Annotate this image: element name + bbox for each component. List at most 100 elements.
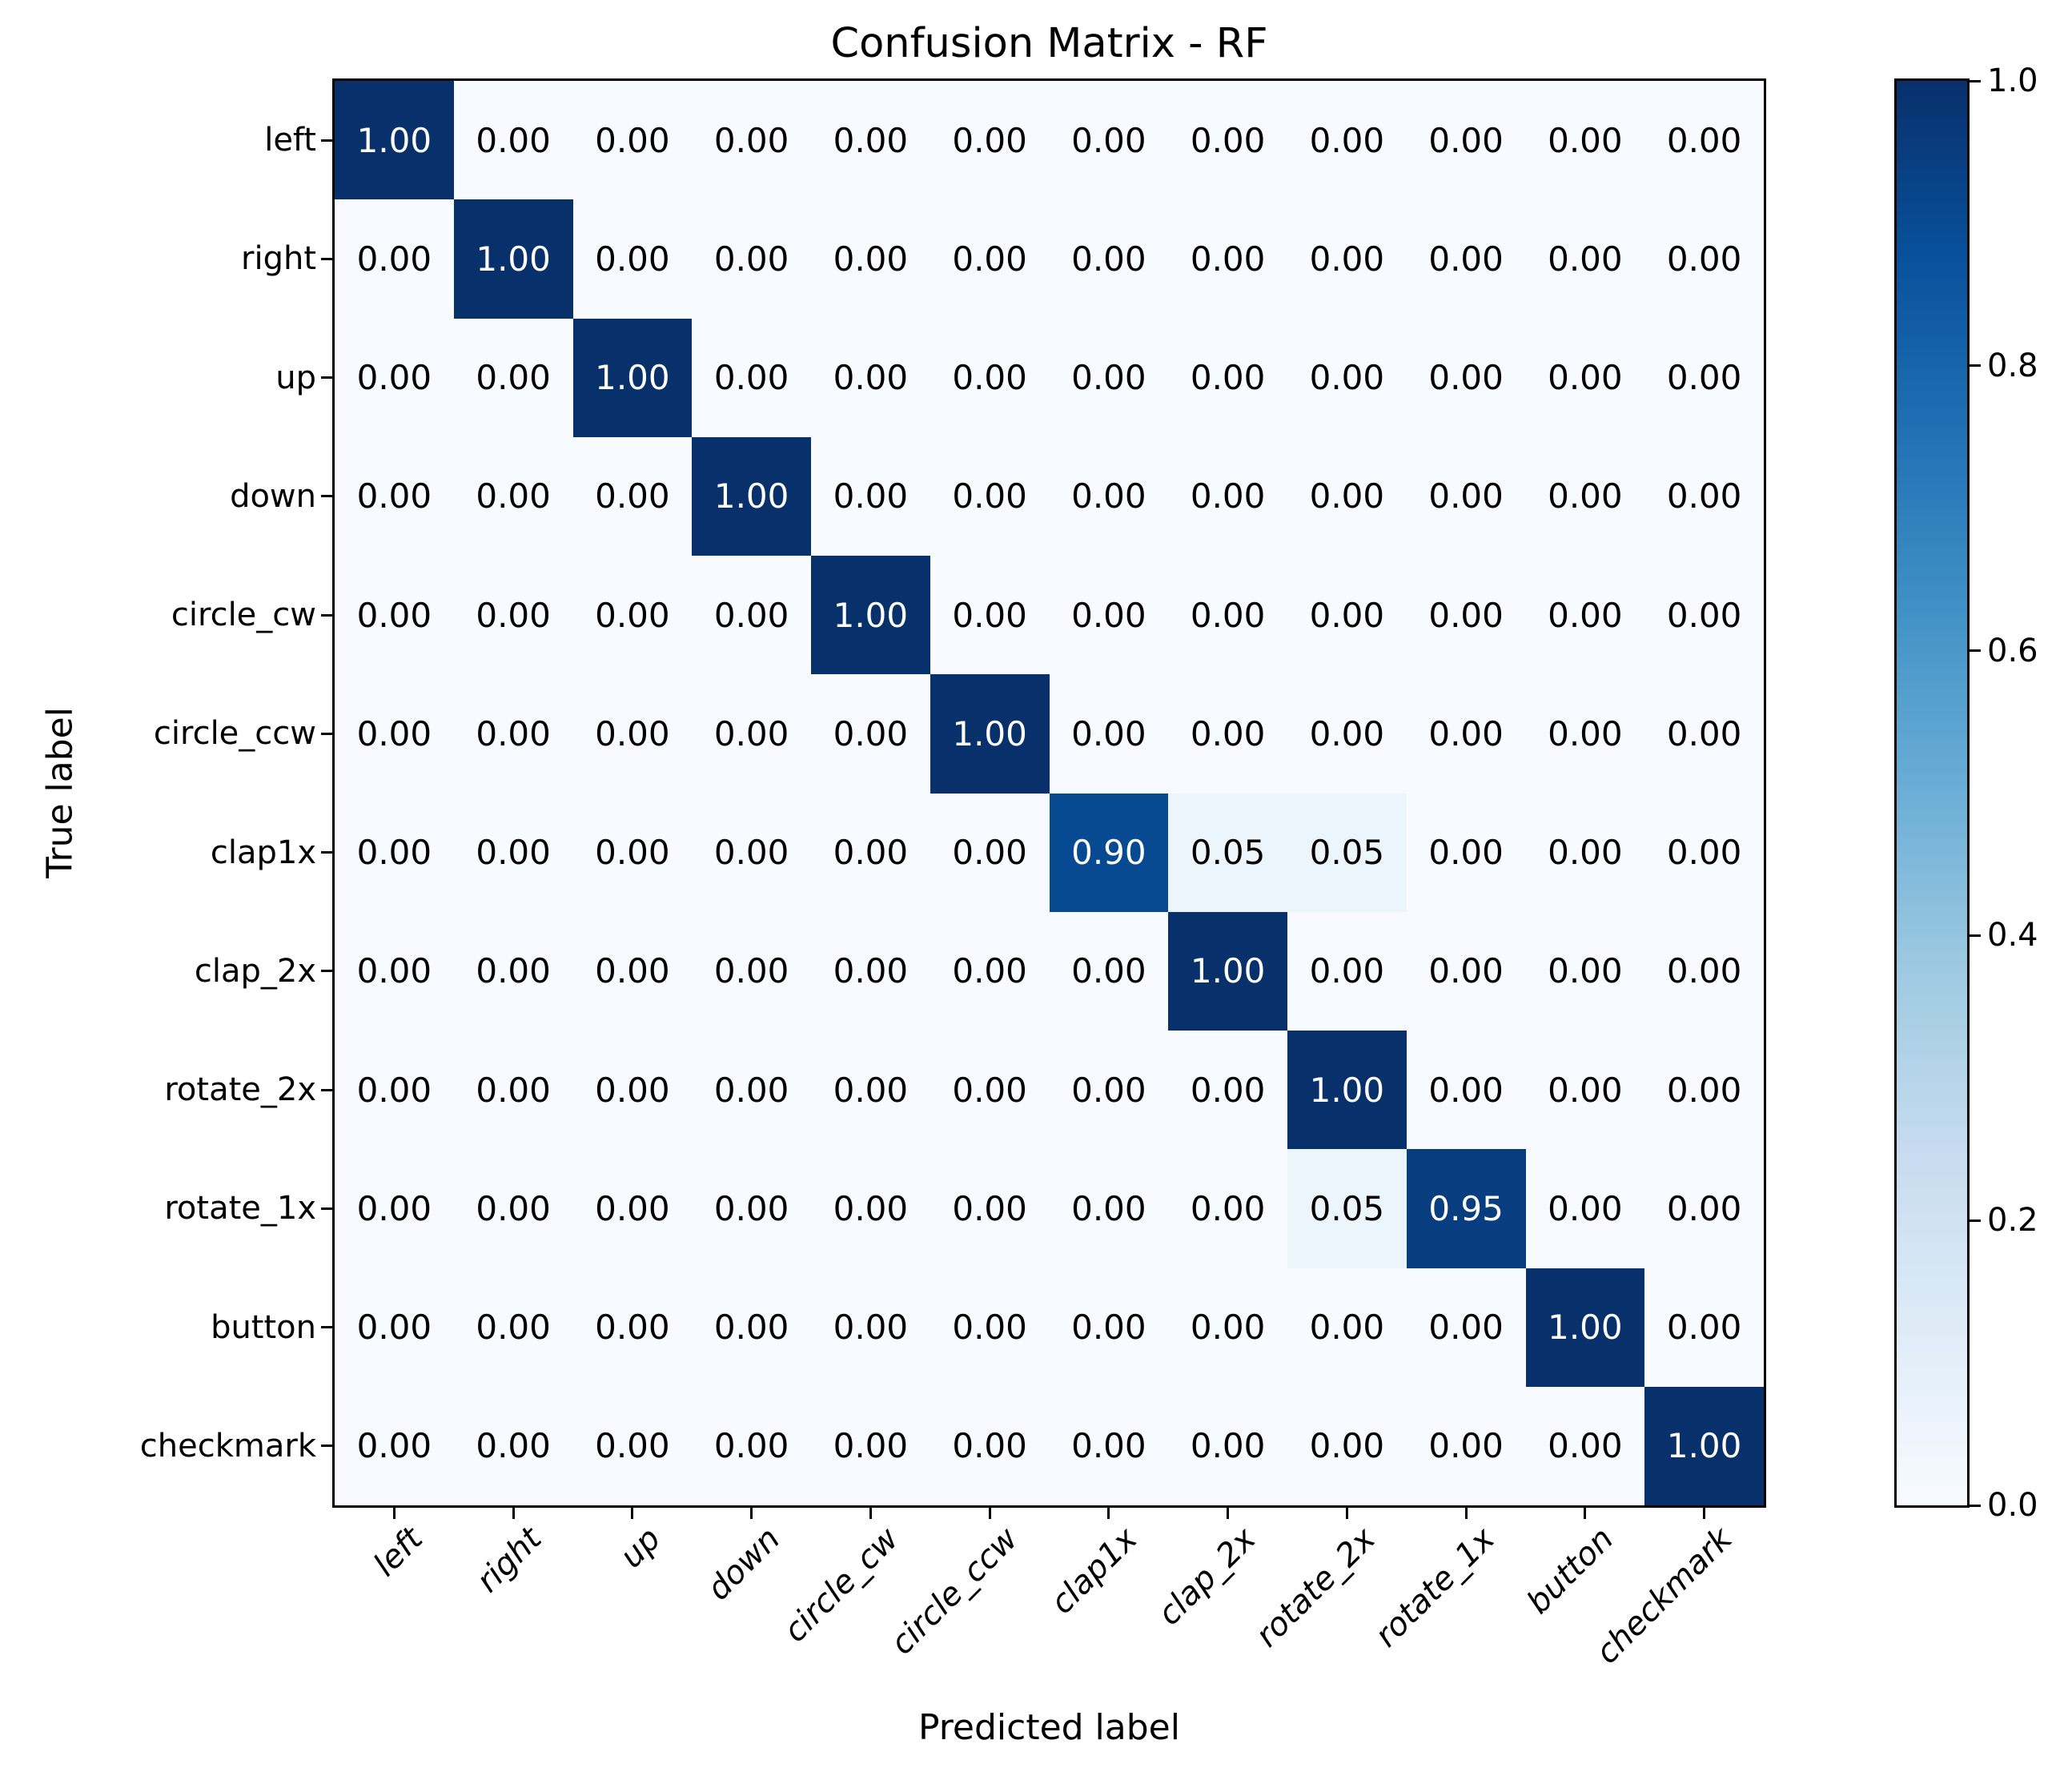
y-tick-mark [321,139,332,142]
matrix-cell: 0.00 [1049,911,1169,1031]
matrix-cell: 0.00 [1168,674,1287,794]
matrix-cell: 0.00 [692,81,811,200]
matrix-cell: 0.00 [1525,1149,1645,1268]
matrix-cell: 0.00 [1525,911,1645,1031]
y-tick-mark [321,613,332,617]
y-tick-mark [321,257,332,260]
y-tick-label: circle_cw [171,597,316,634]
matrix-cell: 0.00 [1525,556,1645,675]
matrix-cell: 0.00 [930,81,1050,200]
matrix-cell: 0.00 [930,1386,1050,1505]
matrix-cell: 0.00 [1049,199,1169,319]
matrix-cell: 1.00 [930,674,1050,794]
chart-title: Confusion Matrix - RF [830,20,1268,67]
matrix-cell: 0.00 [1525,1031,1645,1150]
matrix-cell: 0.00 [1406,199,1526,319]
matrix-cell: 0.00 [1406,81,1526,200]
matrix-cell: 0.00 [1168,556,1287,675]
matrix-cell: 0.05 [1287,793,1407,912]
matrix-cell: 0.00 [335,199,454,319]
matrix-cell: 0.00 [1168,318,1287,437]
matrix-cell: 0.95 [1406,1149,1526,1268]
matrix-cell: 0.00 [1049,556,1169,675]
matrix-cell: 0.00 [572,81,693,200]
colorbar-tick-label: 0.4 [1987,917,2038,954]
matrix-cell: 0.00 [1644,1268,1764,1387]
matrix-cell: 0.00 [1525,674,1645,794]
matrix-cell: 0.00 [1168,1386,1287,1505]
matrix-cell: 0.00 [1406,793,1526,912]
x-tick-mark [1703,1508,1706,1519]
matrix-cell: 0.00 [1406,911,1526,1031]
matrix-cell: 0.00 [453,556,573,675]
matrix-cell: 0.00 [692,911,811,1031]
matrix-cell: 0.00 [1525,199,1645,319]
matrix-cell: 0.00 [1525,1386,1645,1505]
x-tick-mark [392,1508,396,1519]
matrix-cell: 1.00 [1287,1031,1407,1150]
matrix-cell: 0.00 [930,1149,1050,1268]
x-tick-mark [1227,1508,1230,1519]
matrix-cell: 0.00 [692,1386,811,1505]
y-tick-mark [321,1445,332,1448]
x-tick-label-text: circle_ccw [883,1520,1026,1662]
matrix-cell: 0.00 [335,793,454,912]
matrix-cell: 0.05 [1287,1149,1407,1268]
matrix-cell: 0.00 [1049,1268,1169,1387]
colorbar-tick-label: 0.2 [1987,1202,2038,1240]
matrix-cell: 1.00 [335,81,454,200]
matrix-cell: 0.00 [1168,436,1287,556]
x-tick-mark [512,1508,515,1519]
matrix-cell: 1.00 [572,318,693,437]
x-tick-label-text: rotate_1x [1367,1520,1502,1655]
matrix-cell: 0.00 [1049,1149,1169,1268]
matrix-cell: 0.00 [453,1386,573,1505]
matrix-cell: 0.00 [335,674,454,794]
matrix-cell: 0.00 [453,793,573,912]
matrix-cell: 0.00 [811,318,930,437]
matrix-cell: 0.00 [1287,81,1407,200]
colorbar-tick-mark [1970,1219,1981,1222]
y-tick-label: clap_2x [194,952,316,990]
y-tick-label: right [241,240,316,278]
matrix-cell: 0.00 [692,1149,811,1268]
matrix-cell: 0.00 [453,1031,573,1150]
matrix-cell: 0.00 [572,1268,693,1387]
matrix-cell: 0.00 [1168,81,1287,200]
matrix-cell: 0.00 [1049,81,1169,200]
matrix-cell: 0.00 [335,1149,454,1268]
matrix-cell: 0.00 [1049,674,1169,794]
y-tick-mark [321,1326,332,1329]
matrix-cell: 0.00 [692,199,811,319]
matrix-cell: 0.00 [692,1268,811,1387]
matrix-cell: 0.00 [692,793,811,912]
y-tick-label: clap1x [210,834,316,871]
matrix-cell: 0.00 [1406,1031,1526,1150]
matrix-cell: 0.90 [1049,793,1169,912]
matrix-cell: 0.00 [335,318,454,437]
matrix-cell: 0.00 [1644,1149,1764,1268]
x-tick-mark [1107,1508,1110,1519]
colorbar [1894,78,1970,1508]
matrix-cell: 0.00 [572,674,693,794]
matrix-cell: 0.00 [1644,1031,1764,1150]
y-tick-label: left [264,122,316,159]
matrix-cell: 0.00 [1049,1386,1169,1505]
matrix-cell: 0.00 [930,911,1050,1031]
y-tick-label: button [211,1308,316,1346]
x-tick-mark [750,1508,753,1519]
x-tick-label-text: circle_cw [777,1520,906,1650]
matrix-cell: 0.00 [1644,911,1764,1031]
matrix-cell: 0.00 [1406,1268,1526,1387]
matrix-cell: 1.00 [1644,1386,1764,1505]
colorbar-tick-label: 0.0 [1987,1487,2038,1524]
y-tick-mark [321,376,332,380]
matrix-cell: 0.00 [1644,793,1764,912]
matrix-cell: 1.00 [811,556,930,675]
matrix-cell: 0.00 [453,81,573,200]
colorbar-tick-label: 0.6 [1987,632,2038,669]
y-tick-mark [321,1207,332,1210]
matrix-cell: 0.00 [811,199,930,319]
y-tick-mark [321,970,332,973]
matrix-cell: 0.00 [1525,318,1645,437]
